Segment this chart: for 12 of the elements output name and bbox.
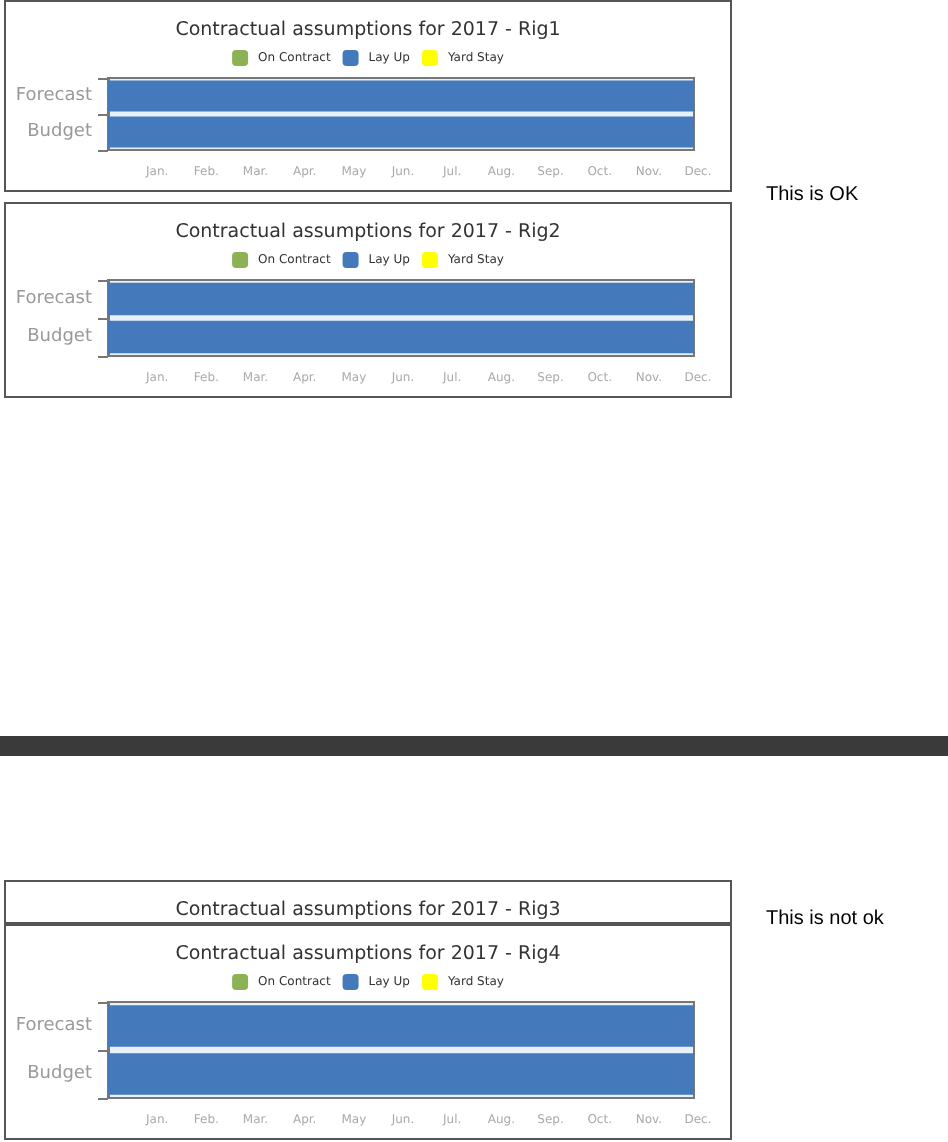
- text: Contractual assumptions for 2017 - Rig3: [175, 899, 561, 921]
- chart-title: Contractual assumptions for 2017 - Rig2: [175, 221, 561, 243]
- y-tick-label: Forecast: [15, 86, 93, 106]
- chart-title: Contractual assumptions for 2017 - Rig1: [175, 19, 561, 41]
- y-tick-label: Forecast: [15, 1016, 93, 1036]
- y-tick-label: Budget: [27, 1064, 93, 1084]
- chart-title: Contractual assumptions for 2017 - Rig4: [175, 943, 561, 965]
- text: This is OK: [766, 184, 926, 206]
- y-tick-label: Forecast: [15, 289, 93, 309]
- y-tick-label: Budget: [27, 327, 93, 347]
- text: This is not ok: [766, 908, 884, 930]
- y-tick-label: Budget: [27, 122, 93, 142]
